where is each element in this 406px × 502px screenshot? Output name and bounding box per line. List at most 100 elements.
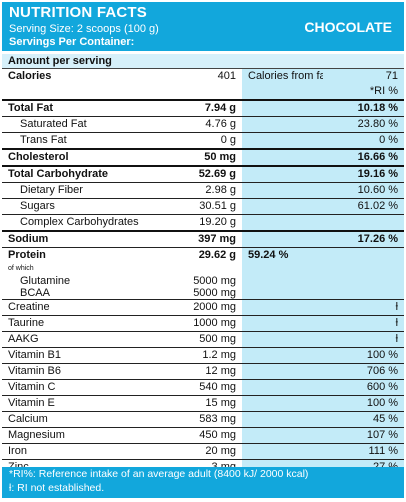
protein-amount: 29.62 g (147, 247, 242, 263)
nutrient-amount: 52.69 g (147, 165, 242, 183)
nutrient-amount: 4.76 g (147, 116, 242, 133)
supplement-row: Taurine 1000 mg ƚ (2, 315, 405, 332)
label-header: NUTRITION FACTS Serving Size: 2 scoops (… (2, 2, 404, 51)
nutrition-table: Amount per serving Calories 401 Calories… (2, 54, 405, 491)
nutrient-row: Sugars 30.51 g 61.02 % (2, 198, 405, 215)
of-which-row: of which (2, 263, 405, 275)
nutrient-row: Dietary Fiber 2.98 g 10.60 % (2, 182, 405, 199)
supplement-amount: 450 mg (147, 427, 242, 444)
supplement-amount: 1.2 mg (147, 347, 242, 364)
supplement-ri: 100 % (242, 395, 405, 412)
label-footer: *RI%: Reference intake of an average adu… (2, 467, 404, 498)
supplement-row: Iron 20 mg 111 % (2, 443, 405, 460)
nutrient-amount: 50 mg (147, 148, 242, 166)
protein-sub-ri (242, 275, 405, 287)
flavor-name: CHOCOLATE (304, 19, 392, 35)
protein-ri: 59.24 % (242, 247, 405, 263)
supplement-label: Magnesium (2, 427, 147, 444)
supplement-row: Magnesium 450 mg 107 % (2, 427, 405, 444)
protein-sub-label: Glutamine (2, 275, 147, 287)
amount-per-serving: Amount per serving (2, 54, 405, 69)
nutrient-amount: 0 g (147, 132, 242, 149)
calories-from-fat-label: Calories from fat (242, 68, 323, 84)
supplement-amount: 1000 mg (147, 315, 242, 332)
supplement-ri: 600 % (242, 379, 405, 396)
supplement-label: Iron (2, 443, 147, 460)
supplement-amount: 15 mg (147, 395, 242, 412)
supplement-amount: 500 mg (147, 331, 242, 348)
label-title: NUTRITION FACTS (9, 4, 147, 21)
nutrient-label: Sugars (2, 198, 147, 215)
nutrient-amount: 2.98 g (147, 182, 242, 199)
supplement-ri: 100 % (242, 347, 405, 364)
calories-from-fat-value: 71 (323, 68, 405, 84)
amount-per-serving-row: Amount per serving (2, 54, 405, 69)
supplement-ri: ƚ (242, 315, 405, 332)
nutrient-label: Total Carbohydrate (2, 165, 147, 183)
supplement-row: AAKG 500 mg ƚ (2, 331, 405, 348)
nutrient-amount: 397 mg (147, 230, 242, 248)
supplement-amount: 20 mg (147, 443, 242, 460)
nutrient-amount: 7.94 g (147, 99, 242, 117)
nutrient-ri: 23.80 % (242, 116, 405, 133)
nutrient-ri: 16.66 % (242, 148, 405, 166)
nutrient-label: Dietary Fiber (2, 182, 147, 199)
nutrient-row: Complex Carbohydrates 19.20 g (2, 214, 405, 231)
supplement-label: Vitamin B6 (2, 363, 147, 380)
supplement-row: Creatine 2000 mg ƚ (2, 299, 405, 316)
nutrient-ri: 19.16 % (242, 165, 405, 183)
protein-label: Protein (2, 247, 147, 263)
nutrient-label: Sodium (2, 230, 147, 248)
protein-block: Protein 29.62 g 59.24 % of which (2, 247, 405, 275)
ri-header-row: *RI % (2, 84, 405, 100)
protein-sub-amount: 5000 mg (147, 275, 242, 287)
calories-row: Calories 401 Calories from fat 71 (2, 68, 405, 84)
nutrient-label: Saturated Fat (2, 116, 147, 133)
nutrient-ri: 10.60 % (242, 182, 405, 199)
nutrient-label: Complex Carbohydrates (2, 214, 147, 231)
supplement-amount: 540 mg (147, 379, 242, 396)
nutrient-amount: 30.51 g (147, 198, 242, 215)
supplement-label: Taurine (2, 315, 147, 332)
of-which-label: of which (2, 263, 147, 275)
servings-per-container: Servings Per Container: (9, 36, 135, 48)
nutrient-ri (242, 214, 405, 231)
nutrient-amount: 19.20 g (147, 214, 242, 231)
ri-footnote: *RI%: Reference intake of an average adu… (9, 468, 309, 480)
supplement-amount: 12 mg (147, 363, 242, 380)
calories-label: Calories (2, 68, 147, 84)
nutrient-ri: 17.26 % (242, 230, 405, 248)
nutrient-label: Total Fat (2, 99, 147, 117)
serving-size: Serving Size: 2 scoops (100 g) (9, 23, 159, 35)
supplement-ri: 107 % (242, 427, 405, 444)
nutrient-row: Cholesterol 50 mg 16.66 % (2, 148, 405, 166)
protein-sub-row: BCAA 5000 mg (2, 287, 405, 300)
supplement-ri: 706 % (242, 363, 405, 380)
supplement-label: Creatine (2, 299, 147, 316)
supplement-ri: 111 % (242, 443, 405, 460)
nutrient-ri: 61.02 % (242, 198, 405, 215)
protein-sub-row: Glutamine 5000 mg (2, 275, 405, 287)
supplement-label: Vitamin E (2, 395, 147, 412)
ri-header: *RI % (323, 84, 405, 100)
supplement-row: Vitamin B6 12 mg 706 % (2, 363, 405, 380)
supplement-amount: 583 mg (147, 411, 242, 428)
nutrient-label: Cholesterol (2, 148, 147, 166)
supplement-label: Vitamin B1 (2, 347, 147, 364)
nutrient-row: Sodium 397 mg 17.26 % (2, 230, 405, 248)
protein-row: Protein 29.62 g 59.24 % (2, 247, 405, 263)
nutrient-ri: 0 % (242, 132, 405, 149)
nutrient-row: Saturated Fat 4.76 g 23.80 % (2, 116, 405, 133)
supplement-ri: ƚ (242, 331, 405, 348)
supplement-ri: ƚ (242, 299, 405, 316)
supplement-row: Vitamin E 15 mg 100 % (2, 395, 405, 412)
protein-sub-ri (242, 287, 405, 300)
calories-value: 401 (147, 68, 242, 84)
not-established-footnote: ƚ: RI not established. (9, 482, 105, 494)
supplement-amount: 2000 mg (147, 299, 242, 316)
protein-sub-label: BCAA (2, 287, 147, 300)
supplement-ri: 45 % (242, 411, 405, 428)
nutrient-row: Total Carbohydrate 52.69 g 19.16 % (2, 165, 405, 183)
nutrient-label: Trans Fat (2, 132, 147, 149)
